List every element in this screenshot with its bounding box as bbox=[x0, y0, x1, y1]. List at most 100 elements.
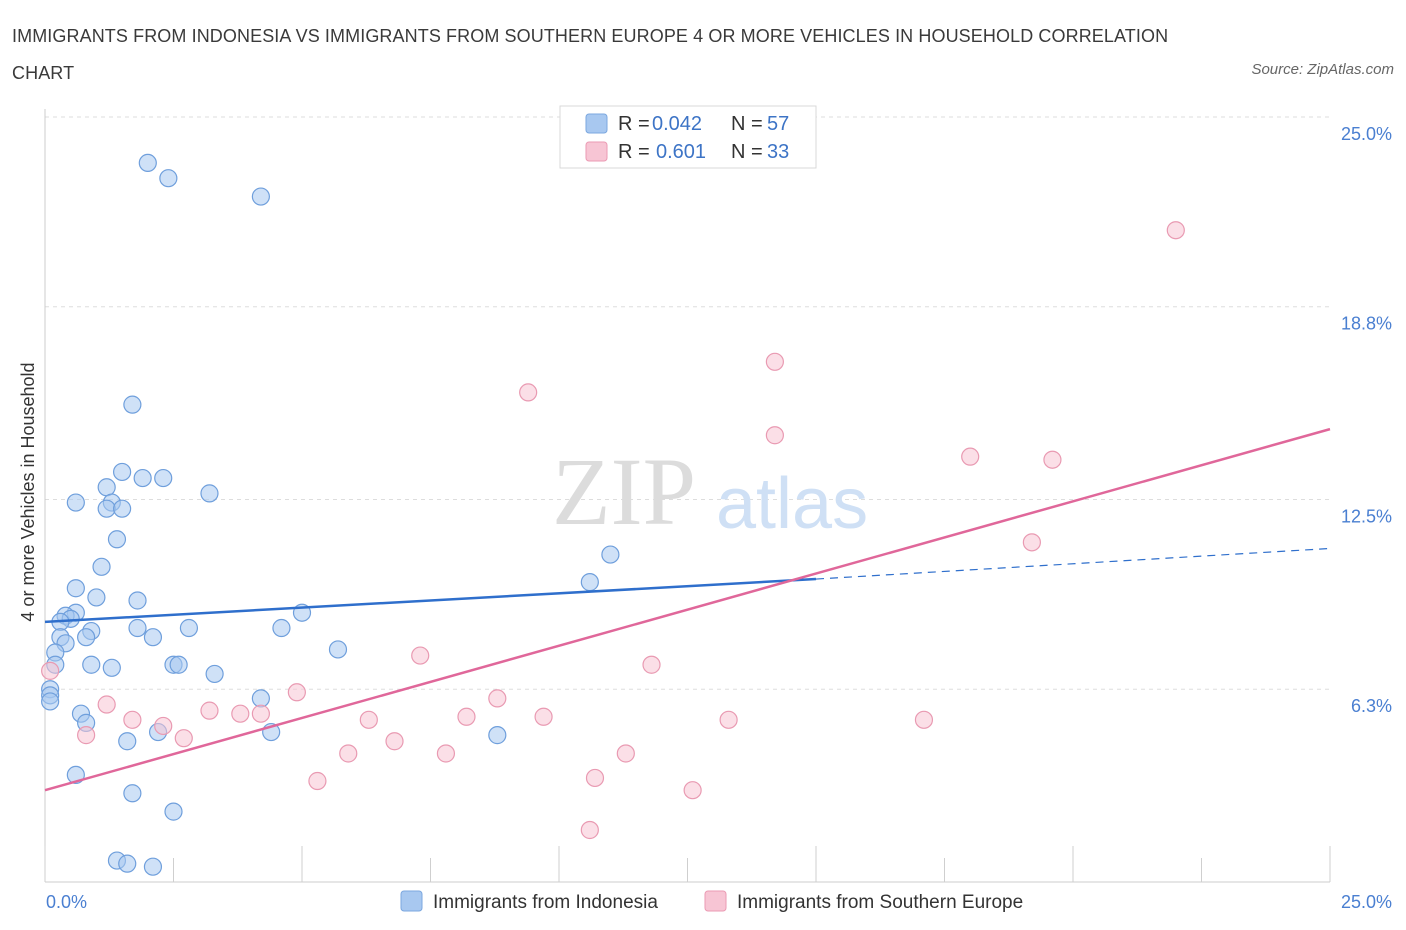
point-southern-europe bbox=[580, 820, 599, 840]
point-indonesia bbox=[164, 802, 183, 821]
point-indonesia bbox=[102, 658, 121, 677]
point-southern-europe bbox=[719, 710, 738, 729]
point-indonesia bbox=[112, 462, 132, 482]
trend-line-southern-europe bbox=[44, 427, 1331, 792]
point-southern-europe bbox=[585, 768, 605, 788]
point-southern-europe bbox=[642, 655, 661, 674]
point-indonesia bbox=[112, 499, 132, 518]
point-southern-europe bbox=[683, 781, 702, 800]
point-southern-europe bbox=[200, 701, 219, 720]
series-label-southern-europe: Immigrants from Southern Europe bbox=[737, 892, 1023, 913]
point-indonesia bbox=[488, 726, 507, 745]
point-southern-europe bbox=[519, 383, 538, 402]
point-indonesia bbox=[251, 187, 270, 206]
point-indonesia bbox=[123, 784, 142, 803]
watermark-atlas: atlas bbox=[716, 464, 868, 544]
watermark: ZIP atlas bbox=[552, 438, 868, 545]
point-indonesia bbox=[328, 640, 348, 659]
legend-swatch-indonesia bbox=[585, 113, 608, 134]
legend-r-label-1: R = bbox=[618, 113, 650, 135]
y-tick-label: 12.5% bbox=[1341, 507, 1392, 527]
point-southern-europe bbox=[385, 732, 404, 751]
point-indonesia bbox=[138, 153, 157, 172]
point-southern-europe bbox=[251, 704, 270, 723]
point-indonesia bbox=[128, 618, 147, 638]
point-indonesia bbox=[133, 468, 152, 488]
point-southern-europe bbox=[765, 352, 784, 371]
point-southern-europe bbox=[961, 447, 980, 466]
point-southern-europe bbox=[41, 661, 60, 680]
point-indonesia bbox=[143, 857, 163, 876]
point-indonesia bbox=[118, 854, 137, 873]
point-southern-europe bbox=[1022, 533, 1041, 552]
point-indonesia bbox=[601, 545, 620, 564]
watermark-zip: ZIP bbox=[552, 438, 696, 545]
point-indonesia bbox=[92, 557, 111, 576]
point-indonesia bbox=[107, 530, 127, 549]
point-indonesia bbox=[82, 655, 101, 674]
point-indonesia bbox=[179, 618, 199, 638]
point-indonesia bbox=[205, 664, 224, 684]
point-indonesia bbox=[251, 689, 270, 708]
point-southern-europe bbox=[1043, 450, 1062, 469]
point-southern-europe bbox=[231, 704, 250, 723]
x-tick-label: 0.0% bbox=[46, 892, 87, 912]
point-southern-europe bbox=[359, 710, 378, 729]
series-legend: Immigrants from Indonesia Immigrants fro… bbox=[400, 890, 1023, 913]
point-indonesia bbox=[272, 618, 291, 638]
point-indonesia bbox=[128, 591, 147, 610]
data-points bbox=[41, 153, 1185, 876]
source-label: Source: ZipAtlas.com bbox=[1251, 61, 1394, 78]
point-southern-europe bbox=[77, 726, 96, 745]
series-label-indonesia: Immigrants from Indonesia bbox=[433, 892, 658, 913]
series-swatch-indonesia bbox=[400, 890, 423, 912]
point-indonesia bbox=[97, 499, 116, 518]
y-tick-label: 6.3% bbox=[1351, 696, 1392, 716]
point-indonesia bbox=[580, 573, 599, 592]
point-indonesia bbox=[118, 732, 137, 751]
x-tick-label: 25.0% bbox=[1341, 892, 1392, 912]
point-indonesia bbox=[66, 493, 85, 512]
point-southern-europe bbox=[123, 710, 142, 729]
chart-title: IMMIGRANTS FROM INDONESIA VS IMMIGRANTS … bbox=[12, 26, 1169, 83]
point-indonesia bbox=[41, 692, 60, 711]
point-southern-europe bbox=[457, 707, 476, 726]
point-indonesia bbox=[97, 478, 116, 497]
point-southern-europe bbox=[914, 710, 934, 729]
point-indonesia bbox=[159, 169, 178, 188]
point-southern-europe bbox=[154, 716, 173, 736]
legend-n-label-1: N = bbox=[731, 113, 763, 135]
grid bbox=[45, 116, 1330, 690]
y-tick-label: 25.0% bbox=[1341, 124, 1392, 144]
point-indonesia bbox=[154, 468, 173, 488]
point-southern-europe bbox=[411, 646, 430, 665]
point-indonesia bbox=[123, 395, 142, 414]
point-indonesia bbox=[143, 628, 163, 647]
y-axis-title: 4 or more Vehicles in Household bbox=[18, 362, 38, 621]
point-southern-europe bbox=[488, 689, 507, 708]
point-indonesia bbox=[200, 484, 219, 503]
point-southern-europe bbox=[1166, 221, 1185, 240]
point-indonesia bbox=[66, 579, 85, 598]
point-southern-europe bbox=[287, 683, 306, 702]
axes: 6.3% 12.5% 18.8% 25.0% 0.0% 25.0% bbox=[44, 109, 1392, 912]
point-southern-europe bbox=[174, 729, 193, 748]
point-southern-europe bbox=[308, 771, 327, 791]
point-southern-europe bbox=[534, 707, 553, 726]
point-indonesia bbox=[77, 628, 96, 647]
trend-lines bbox=[44, 427, 1331, 792]
point-southern-europe bbox=[339, 744, 358, 763]
point-southern-europe bbox=[765, 426, 784, 445]
point-indonesia bbox=[87, 588, 106, 607]
legend-n-value-2: 33 bbox=[767, 141, 789, 163]
series-swatch-southern-europe bbox=[704, 890, 727, 912]
point-southern-europe bbox=[97, 695, 116, 714]
legend-n-value-1: 57 bbox=[767, 113, 789, 135]
trend-line-indonesia bbox=[44, 577, 817, 624]
legend-r-label-2: R = bbox=[618, 141, 650, 163]
correlation-legend: R = 0.042 N = 57 R = 0.601 N = 33 bbox=[559, 105, 817, 169]
point-southern-europe bbox=[616, 744, 635, 763]
point-indonesia bbox=[169, 655, 188, 674]
legend-r-value-1: 0.042 bbox=[652, 113, 702, 135]
